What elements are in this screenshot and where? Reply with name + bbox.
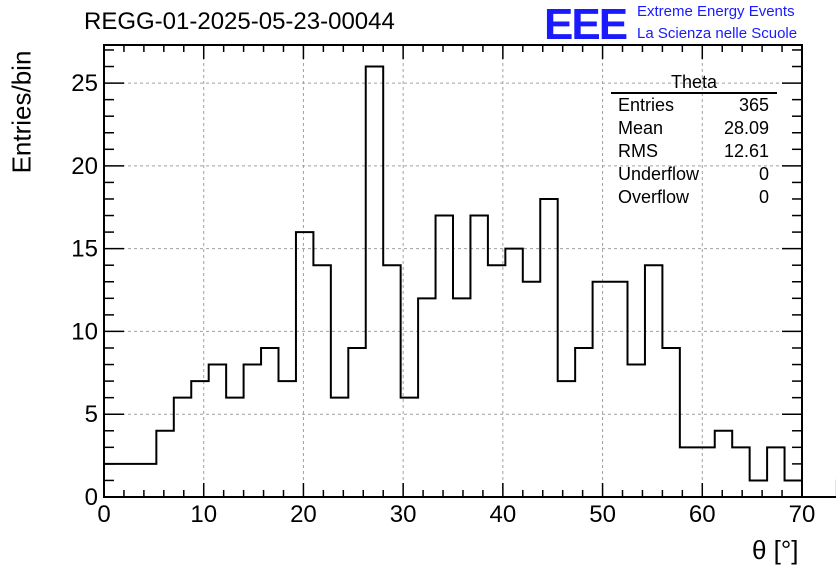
- x-tick-label: 50: [589, 501, 616, 528]
- y-tick-label: 15: [71, 236, 98, 263]
- stats-value: 12.61: [723, 141, 769, 161]
- x-tick-label: 40: [490, 501, 517, 528]
- histogram-bin: [732, 447, 749, 497]
- histogram-bin: [156, 431, 173, 497]
- histogram-bin: [540, 199, 557, 497]
- stats-label: Mean: [618, 118, 664, 138]
- histogram-bin: [558, 381, 575, 497]
- histogram-bin: [331, 398, 348, 497]
- histogram-bin: [296, 232, 313, 497]
- histogram-bin: [645, 265, 662, 497]
- histogram-bin: [662, 348, 679, 497]
- x-tick-label: 30: [390, 501, 417, 528]
- stats-box: Theta Entries 365 Mean 28.09 RMS 12.61 U…: [611, 72, 777, 209]
- histogram-bin: [279, 381, 296, 497]
- stats-value: 0: [758, 164, 769, 184]
- histogram-bin: [767, 447, 784, 497]
- histogram-bin: [523, 282, 540, 497]
- stats-row-rms: RMS 12.61: [611, 140, 777, 163]
- stats-label: Entries: [618, 95, 675, 115]
- histogram-bin: [366, 67, 383, 497]
- histogram-bin: [174, 398, 191, 497]
- histogram-bin: [226, 398, 243, 497]
- stats-value: 0: [758, 187, 769, 207]
- stats-row-overflow: Overflow 0: [611, 186, 777, 209]
- histogram-bin: [697, 447, 714, 497]
- logo-text-line1: Extreme Energy Events: [637, 3, 795, 20]
- x-tick-label: 60: [689, 501, 716, 528]
- tick-labels: 0 10 20 30 40 50 60 70 0 5 10 15 20 25: [71, 70, 815, 528]
- histogram-bin: [348, 348, 365, 497]
- histogram-bin: [313, 265, 330, 497]
- x-tick-label: 0: [97, 501, 110, 528]
- histogram-bin: [575, 348, 592, 497]
- x-tick-label: 10: [190, 501, 217, 528]
- stats-label: Overflow: [618, 187, 690, 207]
- histogram-bin: [628, 365, 645, 497]
- y-axis-label: Entries/bin: [6, 50, 37, 174]
- stats-row-entries: Entries 365: [611, 94, 777, 117]
- histogram-bin: [244, 365, 261, 497]
- histogram-bin: [191, 381, 208, 497]
- histogram-bin: [453, 298, 470, 497]
- eee-logo: EEE: [544, 0, 628, 49]
- chart-title: REGG-01-2025-05-23-00044: [84, 8, 395, 35]
- stats-label: RMS: [618, 141, 658, 161]
- x-axis-label: θ [°]: [752, 535, 799, 565]
- histogram-bin: [383, 265, 400, 497]
- histogram-outline: [103, 65, 836, 498]
- histogram-bin: [436, 216, 453, 497]
- stats-row-underflow: Underflow 0: [611, 163, 777, 186]
- histogram-bin: [139, 464, 156, 497]
- histogram-bin: [680, 447, 697, 497]
- histogram-bin: [785, 480, 802, 497]
- stats-value: 28.09: [723, 118, 769, 138]
- y-tick-label: 25: [71, 70, 98, 97]
- y-tick-label: 0: [85, 484, 98, 511]
- y-tick-label: 20: [71, 153, 98, 180]
- histogram-bin: [610, 282, 627, 497]
- histogram-bin: [470, 216, 487, 497]
- histogram-bin: [418, 298, 435, 497]
- histogram-bin: [505, 249, 522, 497]
- stats-row-mean: Mean 28.09: [611, 117, 777, 140]
- y-tick-label: 10: [71, 318, 98, 345]
- logo-text-line2: La Scienza nelle Scuole: [637, 25, 798, 42]
- plot-frame: [103, 44, 803, 498]
- histogram-bin: [593, 282, 610, 497]
- stats-label: Underflow: [618, 164, 700, 184]
- histogram-bin: [715, 431, 732, 497]
- x-tick-label: 20: [290, 501, 317, 528]
- histogram-bin: [750, 480, 767, 497]
- histogram-bin: [209, 365, 226, 497]
- y-tick-label: 5: [85, 401, 98, 428]
- histogram-bin: [261, 348, 278, 497]
- stats-title: Theta: [611, 72, 777, 94]
- x-tick-label: 70: [789, 501, 816, 528]
- stats-value: 365: [738, 95, 769, 115]
